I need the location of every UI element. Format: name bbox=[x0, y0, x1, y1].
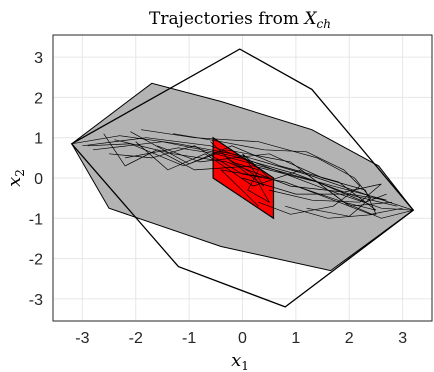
x-tick-label: -2 bbox=[129, 330, 143, 347]
y-tick-label: -2 bbox=[29, 252, 43, 269]
x-tick-label: 3 bbox=[398, 330, 407, 347]
y-tick-label: -3 bbox=[29, 292, 43, 309]
x-tick-label: 0 bbox=[238, 330, 247, 347]
x-tick-label: 2 bbox=[345, 330, 354, 347]
x-tick-label: -1 bbox=[182, 330, 196, 347]
y-tick-label: 2 bbox=[34, 90, 43, 107]
trajectory-line bbox=[130, 131, 377, 211]
trajectory-line bbox=[82, 137, 414, 211]
trajectory-line bbox=[125, 147, 387, 201]
inner-trajectory-line bbox=[213, 145, 274, 215]
y-tick-label: 1 bbox=[34, 131, 43, 148]
y-tick-labels: -3 -2 -1 0 1 2 3 bbox=[29, 50, 43, 309]
axes-box bbox=[52, 34, 433, 322]
trajectory-line bbox=[114, 139, 382, 203]
chart-title: Trajectories from Xch bbox=[149, 9, 331, 31]
trajectory-line bbox=[156, 145, 377, 219]
trajectory-line bbox=[173, 133, 361, 215]
inner-trajectory-line bbox=[213, 141, 271, 207]
trajectory-line bbox=[87, 143, 414, 219]
x-tick-label: -3 bbox=[75, 330, 89, 347]
trajectory-line bbox=[141, 129, 372, 217]
y-tick-label: 0 bbox=[34, 171, 43, 188]
y-tick-label: -1 bbox=[29, 211, 43, 228]
x-tick-label: 1 bbox=[291, 330, 300, 347]
inner-trajectory-line bbox=[213, 141, 274, 207]
x-tick-labels: -3 -2 -1 0 1 2 3 bbox=[75, 330, 407, 347]
x-axis-label: x1 bbox=[231, 350, 249, 372]
inner-trajectory-line bbox=[213, 137, 274, 203]
y-tick-label: 3 bbox=[34, 50, 43, 67]
y-axis-label: x2 bbox=[4, 169, 27, 187]
